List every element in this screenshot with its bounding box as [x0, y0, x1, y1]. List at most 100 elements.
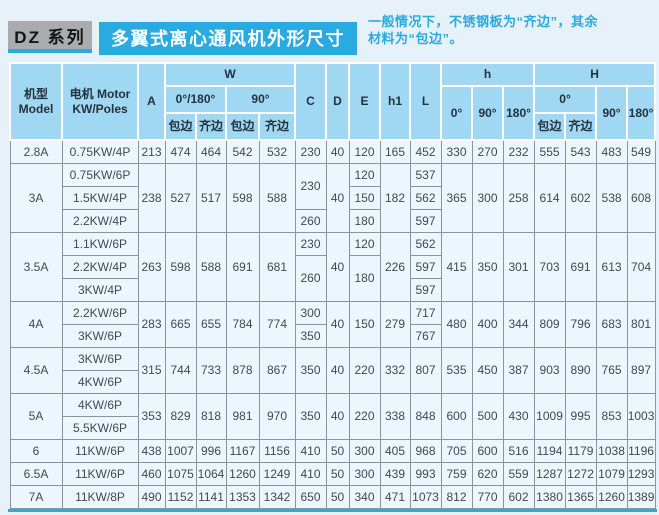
- table-cell: 809: [533, 301, 566, 348]
- header-cell: h: [440, 62, 536, 87]
- table-cell: 1365: [564, 485, 597, 509]
- header-cell: 90°: [471, 85, 505, 141]
- table-cell: 11KW/6P: [61, 439, 139, 463]
- table-cell: 2.2KW/6P: [61, 301, 139, 325]
- table-cell: 1009: [533, 393, 566, 440]
- table-cell: 602: [564, 163, 597, 233]
- table-cell: 410: [294, 462, 327, 486]
- material-note-line1: 一般情况下，不锈钢板为“齐边”，其余: [368, 14, 599, 29]
- header-cell: E: [348, 62, 382, 141]
- table-cell: 258: [502, 163, 535, 233]
- table-cell: 744: [164, 347, 197, 394]
- table-cell: 1260: [225, 462, 260, 486]
- table-cell: 1073: [409, 485, 442, 509]
- table-cell: 1152: [164, 485, 197, 509]
- table-cell: 232: [502, 139, 535, 164]
- table-cell: 4KW/6P: [61, 393, 139, 417]
- table-cell: 562: [409, 232, 442, 256]
- table-cell: 3.5A: [9, 232, 63, 302]
- header-cell: 电机 Motor KW/Poles: [61, 62, 139, 141]
- table-cell: 2.8A: [9, 139, 63, 164]
- table-cell: 50: [325, 485, 350, 509]
- table-cell: 120: [348, 232, 381, 256]
- series-badge: DZ 系列: [8, 21, 92, 53]
- table-cell: 1287: [533, 462, 566, 486]
- table-cell: 3KW/6P: [61, 324, 139, 348]
- table-cell: 562: [409, 186, 442, 210]
- table-cell: 6: [9, 439, 63, 463]
- table-cell: 759: [440, 462, 473, 486]
- table-cell: 897: [626, 347, 656, 394]
- table-row: 4A 2.2KW/6P 283 665 655 784 774 300 40 150 279 717 4…: [9, 301, 656, 348]
- header-cell: C: [294, 62, 328, 141]
- table-cell: 2.2KW/4P: [61, 255, 139, 279]
- table-cell: 464: [195, 139, 227, 164]
- header-cell: H: [533, 62, 657, 87]
- table-cell: 120: [348, 163, 381, 187]
- table-cell: 620: [471, 462, 504, 486]
- table-cell: 538: [595, 163, 628, 233]
- table-cell: 993: [409, 462, 442, 486]
- table-cell: 1196: [626, 439, 656, 463]
- table-cell: 260: [294, 209, 327, 233]
- table-row: 2.2KW/4P 260 180 597: [10, 209, 655, 233]
- header-cell: 包边: [164, 112, 197, 141]
- table-cell: 353: [137, 393, 166, 440]
- table-cell: 213: [137, 139, 166, 164]
- table-cell: 818: [195, 393, 227, 440]
- table-cell: 1079: [595, 462, 628, 486]
- table-cell: 537: [409, 163, 442, 187]
- table-cell: 588: [258, 163, 296, 233]
- table-cell: 4.5A: [9, 347, 63, 394]
- table-cell: 1260: [595, 485, 628, 509]
- table-cell: 480: [440, 301, 473, 348]
- table-cell: 0.75KW/4P: [61, 139, 139, 164]
- table-cell: 5A: [9, 393, 63, 440]
- table-cell: 733: [195, 347, 227, 394]
- table-cell: 180: [348, 255, 381, 302]
- table-cell: 691: [225, 232, 260, 302]
- table-cell: 300: [348, 439, 381, 463]
- header-cell: L: [409, 62, 443, 141]
- header-cell: 包边: [533, 112, 567, 141]
- header-cell: 包边: [225, 112, 260, 141]
- header-cell: W: [163, 62, 297, 87]
- table-cell: 598: [225, 163, 260, 233]
- table-cell: 300: [348, 462, 381, 486]
- table-cell: 11KW/8P: [61, 485, 139, 509]
- table-cell: 474: [164, 139, 197, 164]
- table-cell: 4KW/6P: [61, 370, 139, 394]
- table-cell: 774: [258, 301, 296, 348]
- table-cell: 770: [471, 485, 504, 509]
- table-cell: 704: [626, 232, 656, 302]
- table-cell: 1293: [626, 462, 656, 486]
- table-cell: 220: [348, 393, 381, 440]
- table-cell: 705: [440, 439, 473, 463]
- table-cell: 1167: [225, 439, 260, 463]
- table-cell: 11KW/6P: [61, 462, 139, 486]
- table-cell: 40: [325, 393, 350, 440]
- table-cell: 301: [502, 232, 535, 302]
- header-cell: 齐边: [564, 112, 598, 141]
- table-cell: 344: [502, 301, 535, 348]
- table-cell: 532: [258, 139, 296, 164]
- table-cell: 387: [502, 347, 535, 394]
- table-cell: 471: [379, 485, 411, 509]
- table-cell: 970: [258, 393, 296, 440]
- table-cell: 600: [440, 393, 473, 440]
- header-cell: 90°: [595, 85, 629, 141]
- table-cell: 270: [471, 139, 504, 164]
- table-cell: 1194: [533, 439, 566, 463]
- table-cell: 350: [294, 347, 327, 394]
- page-title: 多翼式离心通风机外形尺寸: [99, 22, 357, 55]
- table-cell: 230: [294, 139, 327, 164]
- table-cell: 878: [225, 347, 260, 394]
- header-cell: h1: [379, 62, 412, 141]
- table-row: 3.5A 1.1KW/6P 263 598 588 691 681 230 40 120 226 56…: [9, 232, 656, 302]
- table-cell: 300: [471, 163, 504, 233]
- table-cell: 1003: [626, 393, 656, 440]
- table-cell: 995: [564, 393, 597, 440]
- table-cell: 600: [471, 439, 504, 463]
- header-cell: 齐边: [195, 112, 227, 141]
